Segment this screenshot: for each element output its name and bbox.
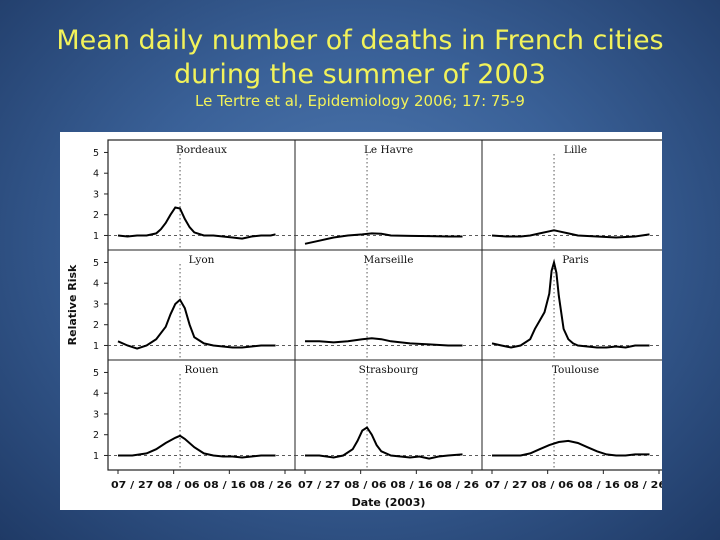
- panel-title-toulouse: Toulouse: [552, 364, 599, 376]
- y-tick-label: 4: [93, 169, 99, 180]
- panel-title-bordeaux: Bordeaux: [176, 144, 227, 156]
- y-tick-label: 1: [93, 451, 99, 462]
- panel-title-paris: Paris: [562, 254, 589, 266]
- y-tick-label: 5: [93, 148, 99, 159]
- x-axis-title: Date (2003): [352, 496, 426, 509]
- series-line-marseille: [305, 337, 463, 347]
- small-multiples-figure: 1 2 3 4 5 1 2 3 4 5 1 2 3 4 5 07 / 27 08 / 06 08 / 16 0…: [60, 132, 662, 510]
- y-tick-label: 4: [93, 279, 99, 290]
- panel-title-lyon: Lyon: [189, 254, 215, 266]
- series-line-rouen: [118, 434, 276, 459]
- x-tick-labels: 07 / 27 08 / 06 08 / 16 08 / 26: [485, 480, 662, 491]
- y-tick-label: 2: [93, 430, 99, 441]
- y-tick-label: 2: [93, 320, 99, 331]
- panel-title-strasbourg: Strasbourg: [359, 364, 419, 376]
- y-tick-label: 3: [93, 299, 99, 310]
- y-tick-label: 5: [93, 368, 99, 379]
- series-line-lyon: [117, 298, 276, 350]
- panel-title-rouen: Rouen: [185, 364, 219, 376]
- y-tick-label: 3: [93, 409, 99, 420]
- y-axis-title: Relative Risk: [66, 264, 79, 345]
- y-tick-label: 2: [93, 210, 99, 221]
- citation: Le Tertre et al, Epidemiology 2006; 17: …: [195, 92, 525, 110]
- y-tick-label: 5: [93, 258, 99, 269]
- plot-frame: [107, 139, 662, 471]
- relative-risk-chart: 1 2 3 4 5 1 2 3 4 5 1 2 3 4 5 07 / 27 08 / 06 08 / 16 0…: [66, 139, 662, 509]
- y-tick-label: 1: [93, 231, 99, 242]
- series-line-paris: [491, 258, 650, 349]
- series-line-bordeaux: [117, 206, 276, 240]
- y-tick-label: 4: [93, 389, 99, 400]
- slide-title-line-2: during the summer of 2003: [174, 59, 546, 90]
- series-line-lille: [491, 229, 650, 239]
- y-tick-label: 1: [93, 341, 99, 352]
- panel-title-le-havre: Le Havre: [364, 144, 413, 156]
- y-tick-label: 3: [93, 189, 99, 200]
- slide-title-line-1: Mean daily number of deaths in French ci…: [56, 25, 664, 56]
- series-line-le-havre: [304, 232, 463, 245]
- x-tick-labels: 07 / 27 08 / 06 08 / 16 08 / 26: [111, 480, 292, 491]
- x-tick-labels: 07 / 27 08 / 06 08 / 16 08 / 26: [298, 480, 479, 491]
- panel-title-marseille: Marseille: [364, 254, 414, 266]
- slide-title: Mean daily number of deaths in French ci…: [0, 24, 720, 92]
- series-line-toulouse: [492, 439, 650, 457]
- panel-title-lille: Lille: [564, 144, 587, 156]
- series-line-strasbourg: [305, 426, 463, 460]
